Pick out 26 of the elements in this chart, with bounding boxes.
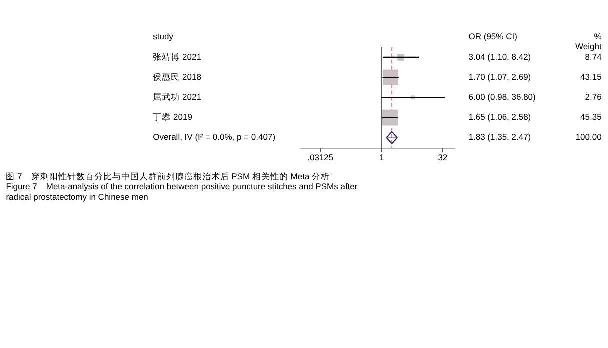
text: 8.74 bbox=[585, 52, 602, 62]
text: 1.70 (1.07, 2.69) bbox=[468, 72, 532, 82]
y-tick-label: 张靖博 2021 bbox=[153, 52, 202, 62]
y-tick-label: 侯惠民 2018 bbox=[153, 72, 202, 82]
x-tick-label: .03125 bbox=[308, 152, 334, 163]
text: 2.76 bbox=[585, 92, 602, 102]
y-tick-label: Overall, IV (I² = 0.0%, p = 0.407) bbox=[153, 132, 276, 142]
text: 43.15 bbox=[580, 72, 602, 82]
text: % Weight bbox=[576, 32, 602, 52]
text: 6.00 (0.98, 36.80) bbox=[468, 92, 536, 102]
point bbox=[382, 110, 398, 126]
text: 100.00 bbox=[576, 132, 602, 142]
point bbox=[386, 131, 398, 144]
text: 3.04 (1.10, 8.42) bbox=[468, 52, 532, 62]
point bbox=[383, 70, 399, 86]
text: 45.35 bbox=[580, 112, 602, 122]
text: OR (95% CI) bbox=[468, 32, 518, 42]
caption: 图 7 穿刺阳性针数百分比与中国人群前列腺癌根治术后 PSM 相关性的 Meta 分析 bbox=[6, 172, 330, 182]
text: 1.65 (1.06, 2.58) bbox=[468, 112, 532, 122]
text: 1.83 (1.35, 2.47) bbox=[468, 132, 532, 142]
x-tick-label: 32 bbox=[438, 152, 448, 163]
y-tick-label: 丁攀 2019 bbox=[153, 112, 193, 122]
x-tick-label: 1 bbox=[379, 152, 384, 163]
text: study bbox=[153, 32, 174, 42]
caption: Figure 7 Meta-analysis of the correlation between positive puncture stitches and PSMs after radical prostatectomy in Chinese men bbox=[6, 182, 358, 202]
y-tick-label: 屈武功 2021 bbox=[153, 92, 202, 102]
